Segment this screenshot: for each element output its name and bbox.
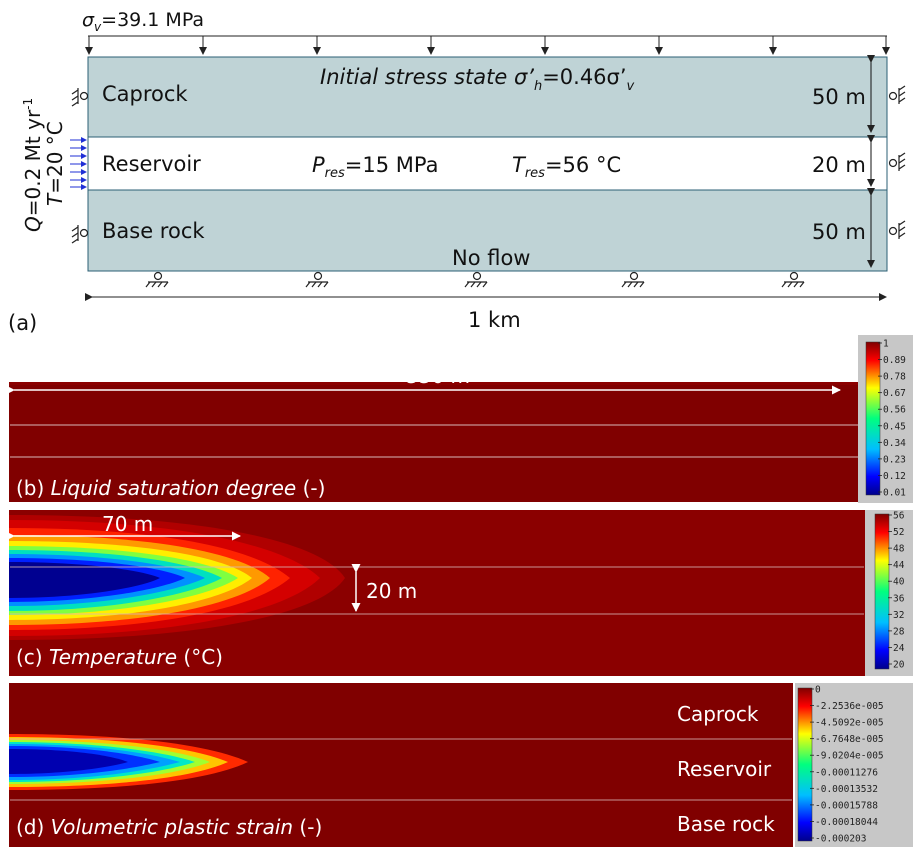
legend-tick-label: -6.7648e-005 [815, 734, 884, 745]
reservoir-layer [87, 136, 888, 191]
legend-tick-label: 40 [893, 577, 905, 588]
width-label: 1 km [468, 308, 521, 332]
legend-tick-label: 0 [815, 685, 821, 696]
sigma-v-label: σv=39.1 MPa [82, 9, 204, 34]
reservoir-label-d: Reservoir [677, 757, 772, 781]
reservoir-thickness: 20 m [812, 153, 866, 177]
panel-b: 550 m (b) Liquid saturation degree (-) 1… [6, 335, 913, 503]
legend-tick-label: 52 [893, 527, 904, 538]
p-res-label: Pres=15 MPa [312, 153, 439, 181]
left-roller-supports [71, 88, 89, 244]
distance-label-550: 550 m [406, 364, 470, 388]
legend-tick-label: -4.5092e-005 [815, 718, 884, 729]
legend-tick-label: 0.89 [883, 355, 906, 366]
legend-tick-label: -2.2536e-005 [815, 701, 884, 712]
caprock-thickness: 50 m [812, 85, 866, 109]
injection-rate-label: Q=0.2 Mt yr-1 [21, 98, 45, 232]
bottom-roller-supports [145, 271, 805, 288]
panel-b-field [9, 382, 859, 502]
t-res-label: Tres=56 °C [512, 153, 621, 181]
legend-tick-label: 44 [893, 560, 905, 571]
temp-contour-darkblue [9, 562, 160, 598]
load-arrows [85, 36, 890, 55]
panel-a-label: (a) [8, 311, 37, 335]
strain-contour-darkblue [9, 749, 128, 774]
legend-tick-label: 0.78 [883, 372, 906, 383]
legend-tick-label: 36 [893, 593, 905, 604]
legend-c-colorbar [874, 513, 890, 670]
panel-d-title: (d) Volumetric plastic strain (-) [16, 815, 322, 839]
panel-c-title: (c) Temperature (°C) [16, 645, 223, 669]
legend-tick-label: 24 [893, 643, 905, 654]
thickness-label-c: 20 m [366, 579, 417, 603]
legend-tick-label: -9.0204e-005 [815, 751, 884, 762]
legend-tick-label: 28 [893, 626, 905, 637]
base-rock-layer [87, 189, 888, 272]
legend-tick-label: 0.12 [883, 471, 906, 482]
legend-tick-label: 0.45 [883, 421, 906, 432]
legend-tick-label: 20 [893, 660, 905, 671]
injection-arrows [70, 137, 87, 190]
legend-tick-label: 0.34 [883, 438, 906, 449]
legend-b-labels: 1 0.89 0.78 0.67 0.56 0.45 0.34 0.23 0.12 0.01 [878, 339, 906, 499]
base-rock-label-d: Base rock [677, 812, 775, 836]
legend-d-box [795, 683, 913, 847]
legend-tick-label: 0.23 [883, 454, 906, 465]
legend-tick-label: 32 [893, 610, 904, 621]
caprock-layer [87, 56, 888, 138]
panel-d: Caprock Reservoir Base rock (d) Volumetr… [9, 683, 913, 847]
legend-tick-label: 0.01 [883, 488, 906, 499]
base-rock-label: Base rock [102, 219, 205, 243]
legend-c-labels: 56 52 48 44 40 36 32 28 24 20 [888, 511, 905, 671]
legend-tick-label: -0.00015788 [815, 800, 878, 811]
distance-label-70: 70 m [102, 512, 153, 536]
legend-tick-label: -0.00018044 [815, 817, 878, 828]
legend-d-colorbar [797, 687, 813, 842]
reservoir-label: Reservoir [102, 152, 201, 176]
legend-b-colorbar [865, 341, 881, 496]
legend-tick-label: 0.67 [883, 388, 906, 399]
caprock-label: Caprock [102, 82, 188, 106]
legend-tick-label: -0.000203 [815, 834, 866, 845]
legend-tick-label: 56 [893, 511, 905, 522]
legend-tick-label: 0.56 [883, 405, 906, 416]
right-roller-supports [888, 85, 906, 239]
legend-tick-label: -0.00011276 [815, 767, 878, 778]
no-flow-label: No flow [452, 246, 530, 270]
legend-tick-label: 48 [893, 544, 905, 555]
initial-stress-label: Initial stress state σ’h=0.46σ’v [320, 65, 635, 94]
legend-tick-label: 1 [883, 339, 889, 350]
saturation-plume [11, 424, 850, 456]
caprock-label-d: Caprock [677, 702, 759, 726]
legend-tick-label: -0.00013532 [815, 784, 878, 795]
panel-a: σv=39.1 MPa Caprock Reservoir Base rock … [8, 9, 906, 335]
panel-c: 70 m 20 m (c) Temperature (°C) 56 52 48 44 4… [6, 510, 913, 676]
injection-temp-label: T=20 °C [43, 121, 67, 206]
base-thickness: 50 m [812, 220, 866, 244]
panel-b-title: (b) Liquid saturation degree (-) [16, 476, 325, 500]
legend-d-labels: 0 -2.2536e-005 -4.5092e-005 -6.7648e-005 -9.… [810, 685, 884, 845]
